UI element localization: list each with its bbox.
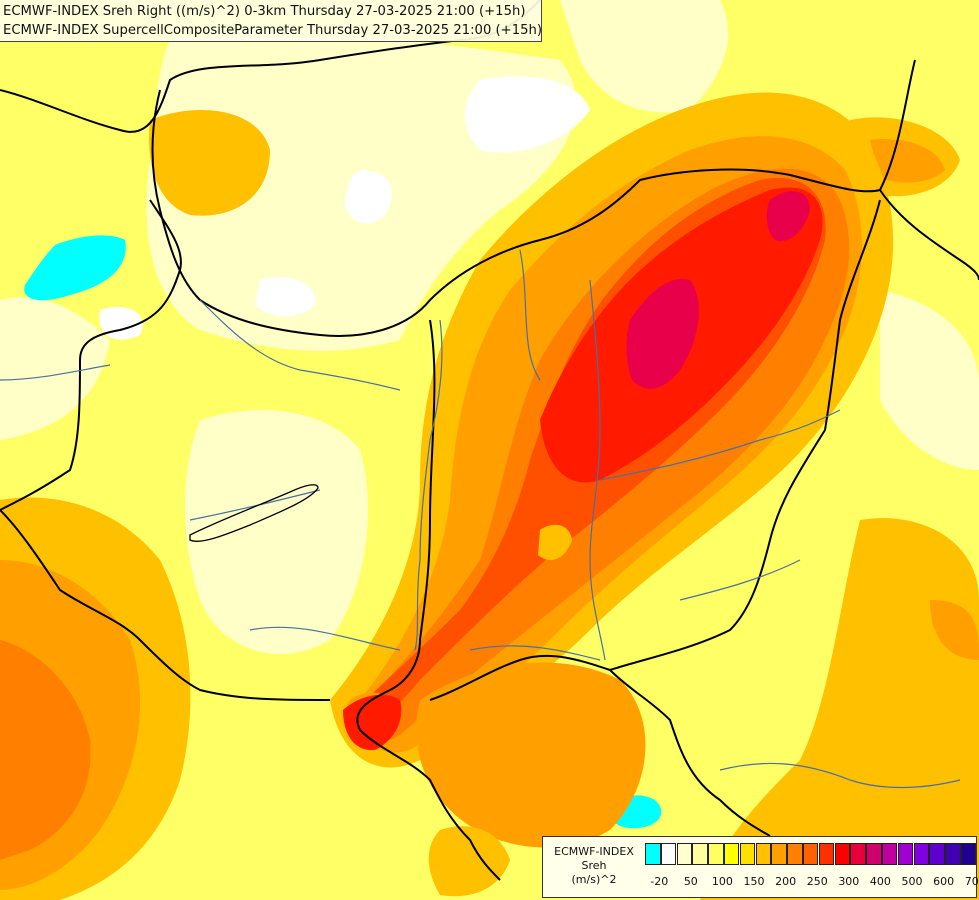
legend-swatches xyxy=(645,843,977,865)
legend-swatch xyxy=(960,843,977,865)
legend-tick-label: 300 xyxy=(838,875,860,888)
legend-swatch xyxy=(771,843,787,865)
header-line-1: ECMWF-INDEX Sreh Right ((m/s)^2) 0-3km T… xyxy=(3,4,526,19)
legend-ticks: -20 50 100 150 200 250 300 400 500 600 700 xyxy=(645,875,979,889)
orange-south-band-light xyxy=(428,826,510,897)
legend-tick-label: 150 xyxy=(743,875,765,888)
legend-swatch xyxy=(645,843,661,865)
legend-swatch xyxy=(881,843,898,865)
legend-swatch xyxy=(660,843,677,865)
legend-swatch xyxy=(708,843,724,865)
legend-swatch xyxy=(834,843,851,865)
legend-tick-label: 200 xyxy=(775,875,797,888)
legend-swatch xyxy=(676,843,693,865)
legend-tick-label: 600 xyxy=(933,875,955,888)
legend-swatch xyxy=(787,843,803,865)
legend-swatch xyxy=(866,843,882,865)
orange-field-areas xyxy=(0,110,979,900)
legend-title: ECMWF-INDEX Sreh (m/s)^2 xyxy=(543,845,645,887)
legend-swatch xyxy=(945,843,961,865)
helicity-plume xyxy=(330,92,894,768)
legend-swatch xyxy=(850,843,866,865)
rivers-and-regions xyxy=(0,249,961,789)
legend-swatch xyxy=(723,843,740,865)
country-borders xyxy=(0,0,979,881)
legend-model: ECMWF-INDEX xyxy=(554,845,634,858)
legend-tick-label: -20 xyxy=(650,875,669,888)
legend-swatch xyxy=(739,843,756,865)
legend-unit: (m/s)^2 xyxy=(571,873,617,886)
legend-swatch xyxy=(913,843,930,865)
legend-tick-label: 400 xyxy=(869,875,891,888)
legend-swatch xyxy=(692,843,708,865)
legend-tick-label: 50 xyxy=(683,875,698,888)
legend-tick-label: 100 xyxy=(711,875,733,888)
color-legend: ECMWF-INDEX Sreh (m/s)^2 -20 50 100 150 200 2… xyxy=(542,836,979,898)
lake-outline xyxy=(189,484,319,542)
map-header: ECMWF-INDEX Sreh Right ((m/s)^2) 0-3km T… xyxy=(0,0,542,42)
legend-swatch xyxy=(897,843,914,865)
legend-swatch xyxy=(818,843,835,865)
legend-swatch xyxy=(929,843,945,865)
legend-tick-label: 250 xyxy=(806,875,828,888)
legend-tick-label: 500 xyxy=(901,875,923,888)
orange-south-band xyxy=(416,662,646,848)
cyan-patch-west xyxy=(24,235,126,301)
legend-swatch xyxy=(755,843,772,865)
legend-swatch xyxy=(802,843,819,865)
legend-variable: Sreh xyxy=(581,859,607,872)
legend-tick-label: 700 xyxy=(964,875,979,888)
pale-field-areas xyxy=(0,0,979,655)
header-line-2: ECMWF-INDEX SupercellCompositeParameter … xyxy=(3,23,542,38)
